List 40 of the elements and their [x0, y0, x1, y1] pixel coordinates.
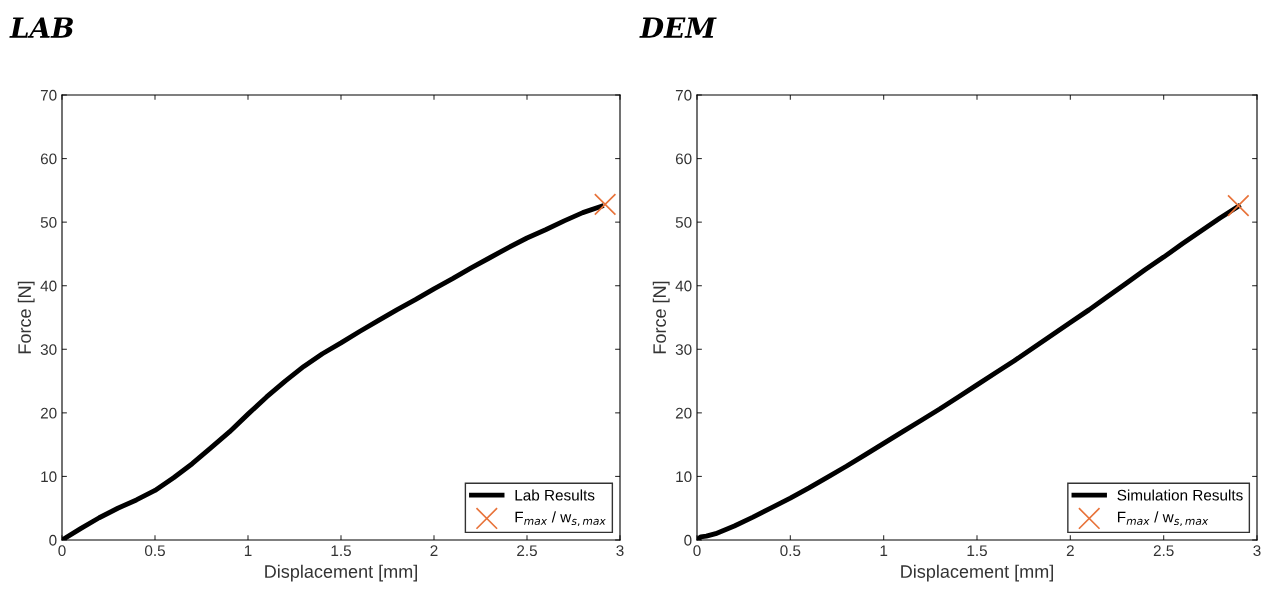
y-axis-title: Force [N]: [17, 281, 35, 354]
y-tick-label: 30: [675, 344, 692, 355]
legend-label: F$_{max}$ / w$_{s,max}$: [515, 511, 606, 527]
y-tick-label: 30: [40, 344, 57, 355]
chart-title: DEM: [639, 17, 717, 38]
y-tick-label: 60: [40, 153, 57, 165]
x-tick-label: 1: [244, 545, 252, 556]
y-tick-label: 0: [684, 534, 692, 546]
x-tick-label: 3: [1253, 545, 1261, 557]
x-tick-label: 0.5: [780, 545, 801, 557]
x-tick-label: 0: [693, 545, 701, 557]
x-tick-label: 1.5: [967, 545, 987, 557]
y-tick-label: 40: [675, 280, 692, 292]
x-tick-label: 1.5: [331, 545, 351, 557]
y-tick-label: 50: [40, 217, 57, 228]
x-tick-label: 0: [58, 545, 66, 557]
y-tick-label: 10: [41, 471, 57, 483]
legend-label: Lab Results: [515, 489, 595, 501]
y-tick-label: 70: [40, 89, 57, 101]
x-tick-label: 2.5: [517, 545, 537, 557]
y-axis-title: Force [N]: [652, 281, 670, 354]
y-tick-label: 20: [675, 407, 692, 419]
y-tick-label: 0: [49, 534, 57, 546]
legend-label: F$_{max}$ / w$_{s,max}$: [1117, 511, 1209, 527]
y-tick-label: 60: [675, 153, 692, 165]
x-axis-title: Displacement [mm]: [901, 564, 1053, 582]
y-tick-label: 40: [40, 280, 57, 292]
y-tick-label: 20: [40, 407, 57, 419]
x-tick-label: 0.5: [144, 545, 165, 557]
x-tick-label: 2: [430, 545, 438, 556]
y-tick-label: 10: [676, 471, 692, 483]
x-tick-label: 1: [880, 545, 888, 556]
legend-label: Simulation Results: [1117, 489, 1243, 501]
x-axis-title: Displacement [mm]: [265, 564, 417, 582]
chart-title: LAB: [9, 17, 73, 38]
x-tick-label: 2: [1066, 545, 1074, 556]
y-tick-label: 50: [675, 217, 692, 228]
x-tick-label: 2.5: [1153, 545, 1174, 557]
y-tick-label: 70: [675, 89, 692, 101]
x-tick-label: 3: [616, 545, 624, 557]
